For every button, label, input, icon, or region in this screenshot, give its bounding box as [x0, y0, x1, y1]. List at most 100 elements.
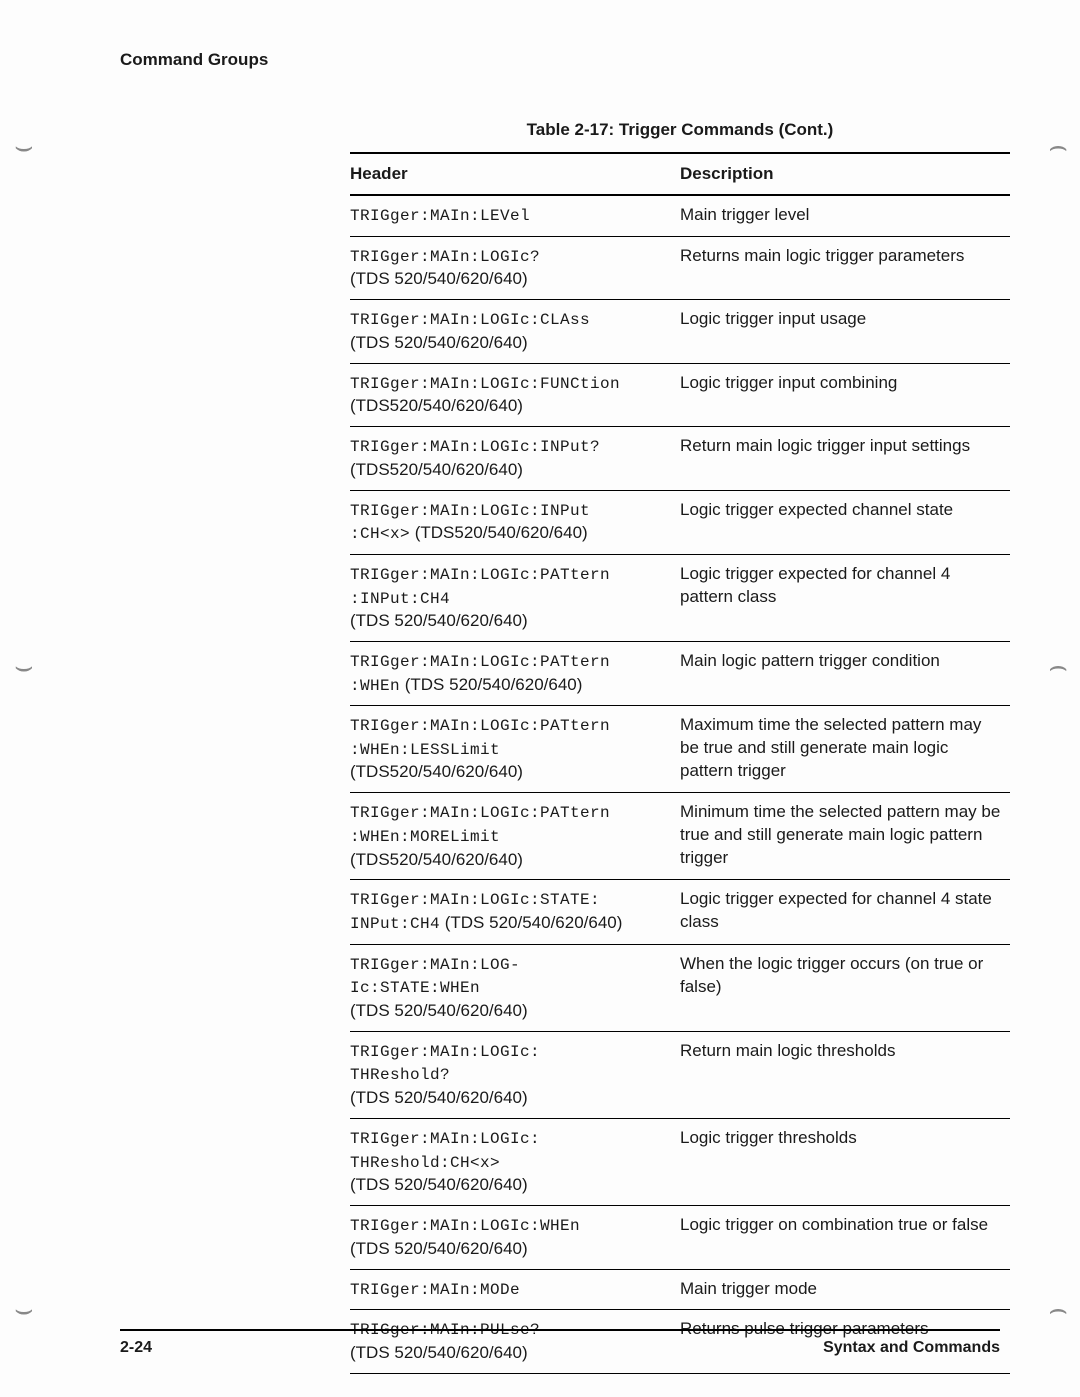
- command-cell: TRIGger:MAIn:LOGIc:INPut:CH<x> (TDS520/5…: [350, 490, 680, 554]
- command-text: TRIGger:MAIn:LOGIc:PATtern: [350, 804, 610, 822]
- command-text: TRIGger:MAIn:LOGIc:CLAss: [350, 311, 590, 329]
- command-cell: TRIGger:MAIn:LOGIc:FUNCtion(TDS520/540/6…: [350, 363, 680, 427]
- description-cell: Logic trigger expected channel state: [680, 490, 1010, 554]
- description-cell: Main trigger level: [680, 195, 1010, 236]
- command-text: TRIGger:MAIn:LOGIc:PATtern: [350, 653, 610, 671]
- description-cell: Main trigger mode: [680, 1269, 1010, 1310]
- command-text: INPut:CH4: [350, 915, 440, 933]
- model-note: (TDS 520/540/620/640): [350, 269, 528, 288]
- description-cell: Minimum time the selected pattern may be…: [680, 793, 1010, 880]
- command-cell: TRIGger:MAIn:LOGIc:INPut? (TDS520/540/620…: [350, 427, 680, 491]
- model-note: (TDS 520/540/620/640): [350, 1175, 528, 1194]
- command-text: TRIGger:MAIn:LOGIc:INPut: [350, 502, 590, 520]
- table-row: TRIGger:MAIn:LOGIc:INPut? (TDS520/540/620…: [350, 427, 1010, 491]
- description-cell: Logic trigger input usage: [680, 300, 1010, 364]
- table-row: TRIGger:MAIn:LOGIc:PATtern :WHEn:LESSLimi…: [350, 706, 1010, 793]
- table-row: TRIGger:MAIn:LOGIc:PATtern :WHEn (TDS 520…: [350, 642, 1010, 706]
- model-note: (TDS 520/540/620/640): [350, 1239, 528, 1258]
- command-cell: TRIGger:MAIn:LOGIc: THReshold? (TDS 520/54…: [350, 1031, 680, 1118]
- command-cell: TRIGger:MAIn:LOG- Ic:STATE:WHEn (TDS 520/5…: [350, 944, 680, 1031]
- column-header-header: Header: [350, 153, 680, 195]
- table-row: TRIGger:MAIn:LOGIc:WHEn (TDS 520/540/620/…: [350, 1206, 1010, 1270]
- description-cell: Main logic pattern trigger condition: [680, 642, 1010, 706]
- command-text: TRIGger:MAIn:LEVel: [350, 207, 530, 225]
- model-note: (TDS 520/540/620/640): [350, 611, 528, 630]
- book-section-label: Syntax and Commands: [823, 1339, 1000, 1357]
- model-note: (TDS 520/540/620/640): [350, 333, 528, 352]
- description-cell: Logic trigger expected for channel 4 sta…: [680, 880, 1010, 944]
- binding-mark-icon: ⌣: [14, 130, 34, 164]
- model-note: (TDS520/540/620/640): [410, 523, 588, 542]
- description-cell: Returns main logic trigger parameters: [680, 236, 1010, 300]
- commands-table: Header Description TRIGger:MAIn:LEVel Mai…: [350, 152, 1010, 1374]
- section-heading: Command Groups: [120, 50, 1020, 70]
- table-row: TRIGger:MAIn:MODe Main trigger mode: [350, 1269, 1010, 1310]
- table-row: TRIGger:MAIn:LOGIc:PATtern:INPut:CH4(TDS…: [350, 554, 1010, 641]
- table-row: TRIGger:MAIn:LOG- Ic:STATE:WHEn (TDS 520/5…: [350, 944, 1010, 1031]
- command-text: TRIGger:MAIn:LOGIc:PATtern: [350, 717, 610, 735]
- table-row: TRIGger:MAIn:LOGIc? (TDS 520/540/620/640)…: [350, 236, 1010, 300]
- model-note: (TDS 520/540/620/640): [400, 675, 582, 694]
- description-cell: Logic trigger input combining: [680, 363, 1010, 427]
- description-cell: Return main logic trigger input settings: [680, 427, 1010, 491]
- binding-mark-icon: ⌣: [14, 650, 34, 684]
- command-text: :INPut:CH4: [350, 590, 450, 608]
- command-cell: TRIGger:MAIn:LOGIc? (TDS 520/540/620/640): [350, 236, 680, 300]
- binding-mark-icon: ⌢: [1048, 130, 1068, 164]
- model-note: (TDS 520/540/620/640): [350, 1088, 528, 1107]
- page-footer: 2-24 Syntax and Commands: [120, 1329, 1000, 1357]
- command-text: THReshold?: [350, 1066, 450, 1084]
- command-text: TRIGger:MAIn:LOGIc:: [350, 1043, 540, 1061]
- command-text: :WHEn:MORELimit: [350, 828, 500, 846]
- description-cell: Logic trigger expected for channel 4 pat…: [680, 554, 1010, 641]
- binding-mark-icon: ⌣: [14, 1293, 34, 1327]
- table-row: TRIGger:MAIn:LOGIc:FUNCtion(TDS520/540/6…: [350, 363, 1010, 427]
- command-cell: TRIGger:MAIn:LOGIc:PATtern:INPut:CH4(TDS…: [350, 554, 680, 641]
- description-cell: Return main logic thresholds: [680, 1031, 1010, 1118]
- command-cell: TRIGger:MAIn:LEVel: [350, 195, 680, 236]
- table-body: TRIGger:MAIn:LEVelMain trigger levelTRIG…: [350, 195, 1010, 1373]
- table-row: TRIGger:MAIn:LOGIc:PATtern :WHEn:MORELimi…: [350, 793, 1010, 880]
- description-cell: Maximum time the selected pattern may be…: [680, 706, 1010, 793]
- document-page: Command Groups Table 2-17: Trigger Comma…: [0, 0, 1080, 1397]
- binding-mark-icon: ⌢: [1048, 650, 1068, 684]
- description-cell: Logic trigger thresholds: [680, 1118, 1010, 1205]
- table-row: TRIGger:MAIn:LOGIc: THReshold? (TDS 520/54…: [350, 1031, 1010, 1118]
- command-cell: TRIGger:MAIn:LOGIc: THReshold:CH<x> (TDS 5…: [350, 1118, 680, 1205]
- command-text: THReshold:CH<x>: [350, 1154, 500, 1172]
- content-area: Table 2-17: Trigger Commands (Cont.) Hea…: [350, 120, 1010, 1374]
- command-text: TRIGger:MAIn:LOGIc:: [350, 1130, 540, 1148]
- command-cell: TRIGger:MAIn:MODe: [350, 1269, 680, 1310]
- model-note: (TDS 520/540/620/640): [440, 913, 622, 932]
- command-text: :WHEn: [350, 677, 400, 695]
- description-cell: When the logic trigger occurs (on true o…: [680, 944, 1010, 1031]
- model-note: (TDS520/540/620/640): [350, 762, 523, 781]
- command-text: :WHEn:LESSLimit: [350, 741, 500, 759]
- table-row: TRIGger:MAIn:LOGIc:STATE: INPut:CH4 (TDS …: [350, 880, 1010, 944]
- command-cell: TRIGger:MAIn:LOGIc:PATtern :WHEn (TDS 520…: [350, 642, 680, 706]
- binding-mark-icon: ⌢: [1048, 1293, 1068, 1327]
- command-text: TRIGger:MAIn:LOGIc?: [350, 248, 540, 266]
- column-header-description: Description: [680, 153, 1010, 195]
- command-text: Ic:STATE:WHEn: [350, 979, 480, 997]
- command-cell: TRIGger:MAIn:LOGIc:PATtern :WHEn:MORELimi…: [350, 793, 680, 880]
- command-text: TRIGger:MAIn:LOGIc:STATE:: [350, 891, 600, 909]
- command-text: TRIGger:MAIn:LOG-: [350, 956, 520, 974]
- command-text: TRIGger:MAIn:MODe: [350, 1281, 520, 1299]
- table-header-row: Header Description: [350, 153, 1010, 195]
- description-cell: Logic trigger on combination true or fal…: [680, 1206, 1010, 1270]
- table-row: TRIGger:MAIn:LEVel Main trigger level: [350, 195, 1010, 236]
- command-cell: TRIGger:MAIn:LOGIc:PATtern :WHEn:LESSLimi…: [350, 706, 680, 793]
- command-text: TRIGger:MAIn:LOGIc:INPut?: [350, 438, 600, 456]
- model-note: (TDS520/540/620/640): [350, 850, 523, 869]
- command-text: TRIGger:MAIn:LOGIc:WHEn: [350, 1217, 580, 1235]
- command-cell: TRIGger:MAIn:LOGIc:WHEn (TDS 520/540/620/…: [350, 1206, 680, 1270]
- model-note: (TDS 520/540/620/640): [350, 1001, 528, 1020]
- command-text: TRIGger:MAIn:LOGIc:FUNCtion: [350, 375, 620, 393]
- table-caption: Table 2-17: Trigger Commands (Cont.): [350, 120, 1010, 140]
- model-note: (TDS520/540/620/640): [350, 460, 523, 479]
- table-row: TRIGger:MAIn:LOGIc:INPut:CH<x> (TDS520/5…: [350, 490, 1010, 554]
- table-row: TRIGger:MAIn:LOGIc:CLAss (TDS 520/540/620…: [350, 300, 1010, 364]
- table-row: TRIGger:MAIn:LOGIc: THReshold:CH<x> (TDS 5…: [350, 1118, 1010, 1205]
- command-cell: TRIGger:MAIn:LOGIc:STATE: INPut:CH4 (TDS …: [350, 880, 680, 944]
